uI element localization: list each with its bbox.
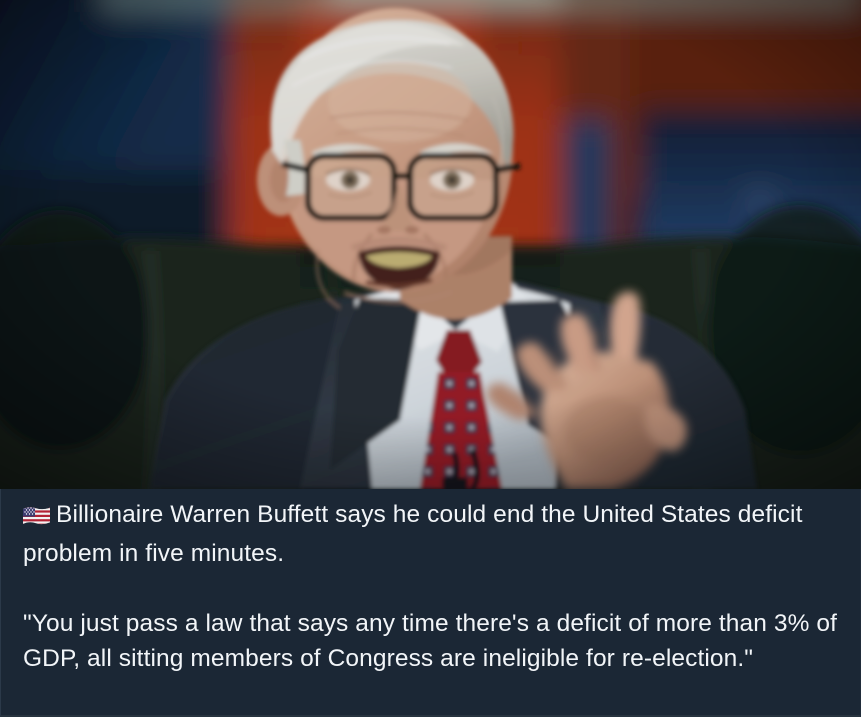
photo-warren-buffett-illustration <box>0 0 861 489</box>
caption-paragraph-1: Billionaire Warren Buffett says he could… <box>23 497 838 571</box>
post-caption-panel: Billionaire Warren Buffett says he could… <box>0 489 861 717</box>
caption-text-1: Billionaire Warren Buffett says he could… <box>23 501 803 567</box>
us-flag-icon <box>23 501 50 536</box>
caption-paragraph-2: "You just pass a law that says any time … <box>23 610 838 672</box>
us-flag-glyph <box>23 507 50 525</box>
post-photo[interactable] <box>0 0 861 489</box>
